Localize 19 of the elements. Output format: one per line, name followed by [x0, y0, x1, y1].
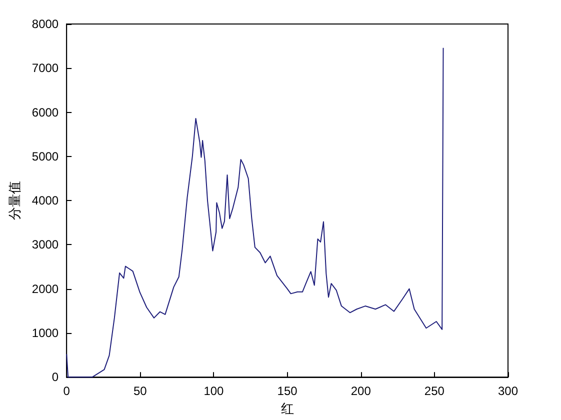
y-tick-label: 5000 — [32, 149, 59, 164]
y-axis-title: 分量值 — [7, 181, 22, 220]
line-series — [66, 47, 444, 378]
y-tick-label: 0 — [52, 370, 59, 384]
y-tick-label: 2000 — [32, 282, 59, 296]
y-tick-label: 4000 — [32, 194, 59, 208]
x-axis-title: 红 — [280, 401, 294, 416]
x-tick-label: 250 — [424, 384, 445, 398]
x-tick-label: 50 — [133, 384, 148, 398]
y-tick-label: 8000 — [32, 17, 59, 31]
y-tick-label: 6000 — [32, 105, 59, 120]
x-tick-label: 200 — [350, 384, 372, 398]
y-tick-label: 3000 — [32, 238, 59, 252]
x-tick-label: 150 — [277, 384, 298, 398]
y-tick-label: 7000 — [32, 61, 59, 76]
x-tick-label: 300 — [498, 384, 518, 398]
y-tick-label: 1000 — [32, 326, 59, 340]
x-tick-label: 100 — [204, 384, 224, 398]
x-tick-label: 0 — [63, 384, 70, 398]
